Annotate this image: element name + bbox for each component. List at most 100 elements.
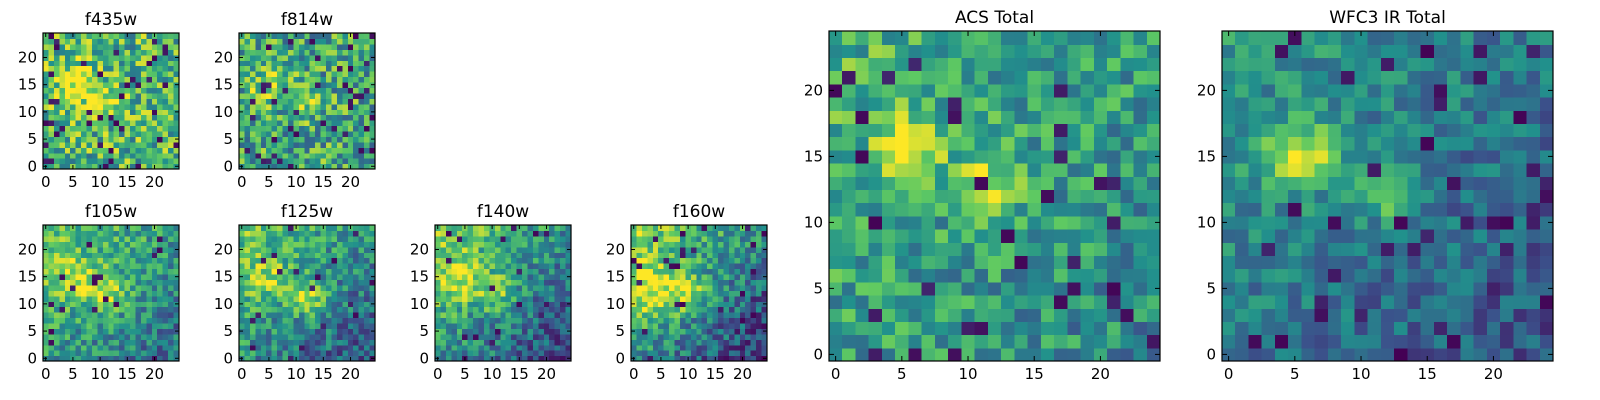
heatmap-cell: [505, 268, 512, 275]
heatmap-cell: [868, 123, 883, 138]
heatmap-cell: [102, 147, 109, 154]
heatmap-cell: [277, 33, 284, 40]
heatmap-cell: [162, 317, 169, 324]
heatmap-cell: [1407, 202, 1422, 217]
heatmap-cell: [239, 158, 246, 165]
heatmap-cell: [282, 60, 289, 67]
heatmap-cell: [961, 31, 976, 45]
heatmap-cell: [921, 149, 936, 164]
heatmap-cell: [948, 149, 962, 164]
heatmap-cell: [948, 202, 962, 217]
heatmap-cell: [451, 252, 458, 259]
heatmap-cell: [124, 344, 131, 351]
heatmap-cell: [146, 103, 153, 110]
heatmap-cell: [364, 81, 371, 88]
heatmap-cell: [445, 273, 452, 280]
x-tick-label: 20: [341, 173, 360, 191]
heatmap-cell: [298, 114, 305, 121]
heatmap-cell: [685, 301, 692, 308]
heatmap-cell: [696, 350, 703, 357]
heatmap-cell: [75, 317, 82, 324]
heatmap-cell: [102, 295, 109, 302]
heatmap-cell: [151, 158, 158, 165]
heatmap-cell: [674, 235, 681, 242]
heatmap-cell: [255, 306, 262, 313]
y-tick-label: 10: [410, 295, 429, 313]
heatmap-cell: [97, 109, 104, 116]
heatmap-cell: [342, 241, 349, 248]
heatmap-cell: [64, 328, 71, 335]
heatmap-cell: [97, 120, 104, 127]
heatmap-cell: [244, 322, 251, 329]
heatmap-cell: [895, 281, 910, 296]
heatmap-cell: [745, 328, 752, 335]
heatmap-cell: [467, 241, 474, 248]
y-tick-label: 5: [615, 322, 625, 340]
heatmap-cell: [91, 120, 98, 127]
heatmap-cell: [293, 71, 300, 78]
heatmap-cell: [478, 225, 485, 232]
heatmap-cell: [679, 257, 686, 264]
heatmap-cell: [173, 279, 180, 286]
heatmap-cell: [647, 306, 654, 313]
heatmap-cell: [353, 241, 360, 248]
heatmap-cell: [435, 252, 442, 259]
heatmap-cell: [43, 350, 50, 357]
heatmap-cell: [511, 317, 518, 324]
heatmap-cell: [500, 235, 507, 242]
heatmap-cell: [342, 322, 349, 329]
heatmap-cell: [712, 295, 719, 302]
heatmap-cell: [1146, 44, 1161, 58]
heatmap-cell: [48, 241, 55, 248]
heatmap-cell: [130, 87, 137, 94]
heatmap-cell: [739, 350, 746, 357]
heatmap-cell: [168, 306, 175, 313]
heatmap-cell: [64, 87, 71, 94]
heatmap-cell: [91, 263, 98, 270]
heatmap-cell: [1001, 149, 1015, 164]
heatmap-cell: [505, 339, 512, 346]
heatmap-cell: [538, 301, 545, 308]
heatmap-cell: [1235, 229, 1250, 243]
heatmap-cell: [663, 290, 670, 297]
heatmap-cell: [538, 263, 545, 270]
heatmap-cell: [1027, 97, 1042, 111]
heatmap-cell: [168, 225, 175, 232]
heatmap-cell: [478, 246, 485, 253]
heatmap-cell: [641, 355, 648, 362]
heatmap-cell: [934, 97, 949, 111]
heatmap-cell: [108, 301, 115, 308]
heatmap-cell: [974, 229, 989, 243]
heatmap-cell: [266, 279, 273, 286]
heatmap-cell: [1539, 347, 1554, 362]
heatmap-cell: [560, 312, 567, 319]
heatmap-cell: [456, 290, 463, 297]
heatmap-cell: [1067, 255, 1082, 270]
heatmap-cell: [119, 60, 126, 67]
heatmap-cell: [48, 235, 55, 242]
heatmap-cell: [440, 246, 447, 253]
heatmap-cell: [1513, 308, 1528, 322]
heatmap-cell: [130, 92, 137, 99]
heatmap-cell: [320, 109, 327, 116]
heatmap-cell: [554, 317, 561, 324]
heatmap-cell: [315, 241, 322, 248]
heatmap-cell: [549, 273, 556, 280]
heatmap-cell: [1420, 163, 1435, 177]
heatmap-cell: [1447, 176, 1461, 190]
heatmap-cell: [157, 306, 164, 313]
heatmap-cell: [151, 125, 158, 132]
heatmap-cell: [140, 33, 147, 40]
heatmap-cell: [353, 87, 360, 94]
heatmap-cell: [669, 350, 676, 357]
heatmap-cell: [522, 273, 529, 280]
heatmap-cell: [244, 273, 251, 280]
heatmap-cell: [119, 158, 126, 165]
heatmap-cell: [168, 141, 175, 148]
heatmap-cell: [53, 43, 60, 50]
heatmap-cell: [48, 136, 55, 143]
heatmap-cell: [81, 71, 88, 78]
heatmap-cell: [287, 141, 294, 148]
heatmap-cell: [1120, 334, 1135, 349]
heatmap-cell: [287, 257, 294, 264]
